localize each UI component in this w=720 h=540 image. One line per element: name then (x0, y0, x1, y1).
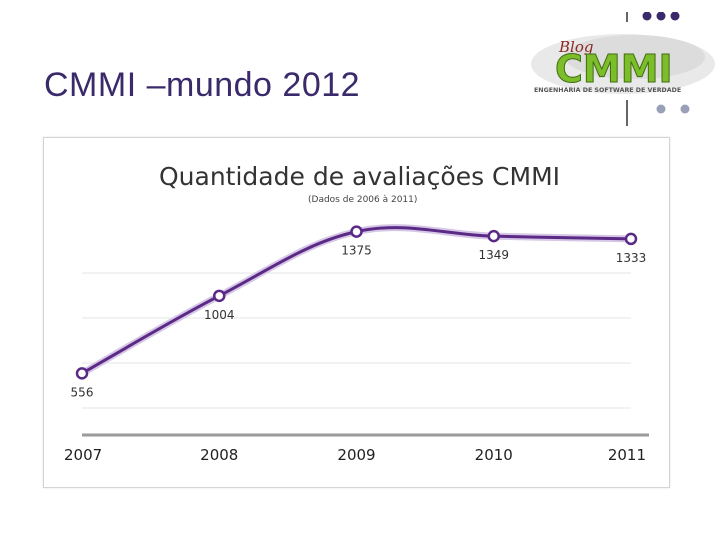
line-chart: Quantidade de avaliações CMMI (Dados de … (64, 162, 649, 464)
x-tick-label: 2010 (475, 446, 513, 464)
blog-cmmi-logo: Blog CMMI ENGENHARIA DE SOFTWARE DE VERD… (525, 11, 720, 127)
logo-dots-top (642, 11, 680, 21)
data-point (487, 229, 500, 243)
data-label: 1333 (616, 251, 647, 265)
data-point (350, 225, 363, 238)
chart-series (75, 224, 638, 380)
chart-data-labels: 556 1004 1375 1349 1333 (71, 244, 647, 400)
chart-gridlines (82, 272, 631, 409)
data-label: 1349 (478, 248, 509, 262)
chart-x-ticks: 2007 2008 2009 2010 2011 (64, 446, 646, 464)
chart-frame: Quantidade de avaliações CMMI (Dados de … (43, 137, 670, 488)
logo-brand-text: CMMI (555, 47, 673, 91)
data-label: 1375 (341, 244, 372, 258)
data-label: 1004 (204, 308, 235, 322)
data-point (624, 232, 638, 246)
chart-subtitle: (Dados de 2006 à 2011) (308, 195, 417, 205)
x-tick-label: 2008 (200, 446, 238, 464)
x-tick-label: 2009 (337, 446, 375, 464)
x-tick-label: 2011 (608, 446, 646, 464)
logo-dots-bottom (656, 104, 690, 114)
x-tick-label: 2007 (64, 446, 102, 464)
data-point (213, 289, 226, 303)
logo-tagline: ENGENHARIA DE SOFTWARE DE VERDADE (534, 87, 681, 94)
data-label: 556 (71, 385, 94, 399)
data-point (75, 367, 89, 380)
slide-title: CMMI –mundo 2012 (44, 66, 361, 104)
logo-blog-text: Blog (558, 38, 593, 56)
chart-title: Quantidade de avaliações CMMI (159, 162, 560, 191)
